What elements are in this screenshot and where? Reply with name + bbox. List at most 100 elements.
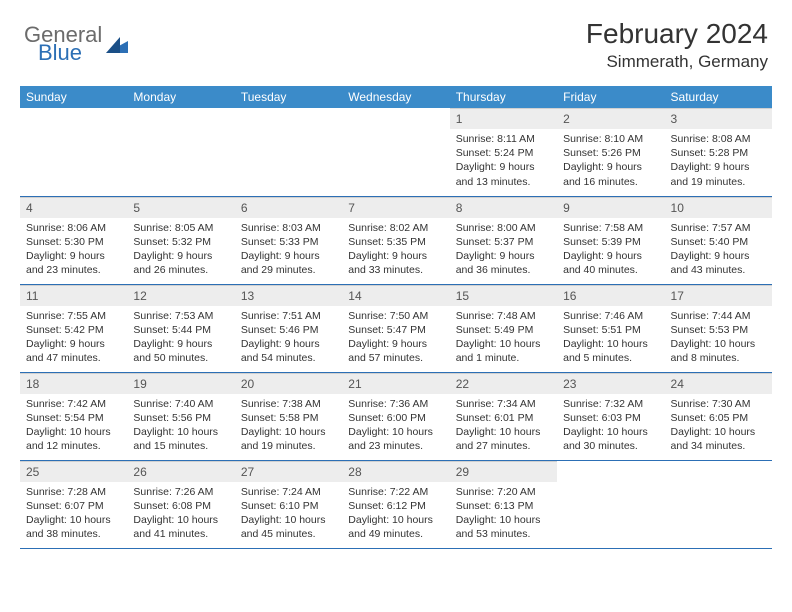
daylight: Daylight: 10 hours and 23 minutes. bbox=[348, 425, 443, 453]
daylight: Daylight: 10 hours and 30 minutes. bbox=[563, 425, 658, 453]
daylight: Daylight: 10 hours and 1 minute. bbox=[456, 337, 551, 365]
day-details: Sunrise: 8:11 AMSunset: 5:24 PMDaylight:… bbox=[450, 129, 557, 193]
title-block: February 2024 Simmerath, Germany bbox=[586, 18, 768, 72]
logo-mark-icon bbox=[106, 35, 128, 58]
calendar-cell bbox=[235, 108, 342, 196]
calendar-cell: 22Sunrise: 7:34 AMSunset: 6:01 PMDayligh… bbox=[450, 372, 557, 460]
day-details: Sunrise: 7:22 AMSunset: 6:12 PMDaylight:… bbox=[342, 482, 449, 546]
sunset: Sunset: 5:44 PM bbox=[133, 323, 228, 337]
calendar-cell bbox=[557, 460, 664, 548]
day-number: 25 bbox=[20, 461, 127, 482]
sunrise: Sunrise: 7:50 AM bbox=[348, 309, 443, 323]
calendar-cell: 18Sunrise: 7:42 AMSunset: 5:54 PMDayligh… bbox=[20, 372, 127, 460]
daylight: Daylight: 9 hours and 50 minutes. bbox=[133, 337, 228, 365]
day-details: Sunrise: 7:55 AMSunset: 5:42 PMDaylight:… bbox=[20, 306, 127, 370]
calendar-row: 11Sunrise: 7:55 AMSunset: 5:42 PMDayligh… bbox=[20, 284, 772, 372]
sunrise: Sunrise: 7:51 AM bbox=[241, 309, 336, 323]
sunrise: Sunrise: 7:46 AM bbox=[563, 309, 658, 323]
day-details: Sunrise: 7:32 AMSunset: 6:03 PMDaylight:… bbox=[557, 394, 664, 458]
sunrise: Sunrise: 8:08 AM bbox=[671, 132, 766, 146]
calendar-cell: 2Sunrise: 8:10 AMSunset: 5:26 PMDaylight… bbox=[557, 108, 664, 196]
sunrise: Sunrise: 7:57 AM bbox=[671, 221, 766, 235]
sunrise: Sunrise: 7:28 AM bbox=[26, 485, 121, 499]
calendar-cell: 14Sunrise: 7:50 AMSunset: 5:47 PMDayligh… bbox=[342, 284, 449, 372]
daylight: Daylight: 9 hours and 19 minutes. bbox=[671, 160, 766, 188]
daylight: Daylight: 9 hours and 43 minutes. bbox=[671, 249, 766, 277]
day-number: 4 bbox=[20, 197, 127, 218]
calendar-cell: 10 Sunrise: 7:57 AMSunset: 5:40 PMDayligh… bbox=[665, 196, 772, 284]
daylight: Daylight: 9 hours and 36 minutes. bbox=[456, 249, 551, 277]
calendar-cell bbox=[20, 108, 127, 196]
sunrise: Sunrise: 7:42 AM bbox=[26, 397, 121, 411]
day-number: 18 bbox=[20, 373, 127, 394]
day-details: Sunrise: 7:58 AMSunset: 5:39 PMDaylight:… bbox=[557, 218, 664, 282]
month-title: February 2024 bbox=[586, 18, 768, 50]
daylight: Daylight: 9 hours and 33 minutes. bbox=[348, 249, 443, 277]
daylight: Daylight: 9 hours and 26 minutes. bbox=[133, 249, 228, 277]
daylight: Daylight: 10 hours and 15 minutes. bbox=[133, 425, 228, 453]
day-number: 13 bbox=[235, 285, 342, 306]
col-saturday: Saturday bbox=[665, 86, 772, 108]
sunset: Sunset: 6:01 PM bbox=[456, 411, 551, 425]
day-details: Sunrise: 7:26 AMSunset: 6:08 PMDaylight:… bbox=[127, 482, 234, 546]
calendar-cell: 9Sunrise: 7:58 AMSunset: 5:39 PMDaylight… bbox=[557, 196, 664, 284]
col-sunday: Sunday bbox=[20, 86, 127, 108]
logo-text-blue: Blue bbox=[38, 42, 102, 64]
calendar-cell: 17Sunrise: 7:44 AMSunset: 5:53 PMDayligh… bbox=[665, 284, 772, 372]
sunset: Sunset: 6:10 PM bbox=[241, 499, 336, 513]
calendar-cell: 15Sunrise: 7:48 AMSunset: 5:49 PMDayligh… bbox=[450, 284, 557, 372]
day-number: 17 bbox=[665, 285, 772, 306]
col-tuesday: Tuesday bbox=[235, 86, 342, 108]
sunrise: Sunrise: 8:00 AM bbox=[456, 221, 551, 235]
day-number: 12 bbox=[127, 285, 234, 306]
calendar-cell: 16Sunrise: 7:46 AMSunset: 5:51 PMDayligh… bbox=[557, 284, 664, 372]
day-number: 10 bbox=[665, 197, 772, 218]
daylight: Daylight: 9 hours and 57 minutes. bbox=[348, 337, 443, 365]
day-details: Sunrise: 8:02 AMSunset: 5:35 PMDaylight:… bbox=[342, 218, 449, 282]
sunset: Sunset: 6:07 PM bbox=[26, 499, 121, 513]
sunset: Sunset: 5:46 PM bbox=[241, 323, 336, 337]
day-details: Sunrise: 8:08 AMSunset: 5:28 PMDaylight:… bbox=[665, 129, 772, 193]
calendar-cell: 25Sunrise: 7:28 AMSunset: 6:07 PMDayligh… bbox=[20, 460, 127, 548]
daylight: Daylight: 10 hours and 38 minutes. bbox=[26, 513, 121, 541]
sunset: Sunset: 6:00 PM bbox=[348, 411, 443, 425]
day-details: Sunrise: 7:42 AMSunset: 5:54 PMDaylight:… bbox=[20, 394, 127, 458]
calendar-cell: 7Sunrise: 8:02 AMSunset: 5:35 PMDaylight… bbox=[342, 196, 449, 284]
sunset: Sunset: 5:56 PM bbox=[133, 411, 228, 425]
calendar-row: 25Sunrise: 7:28 AMSunset: 6:07 PMDayligh… bbox=[20, 460, 772, 548]
calendar-cell: 5Sunrise: 8:05 AMSunset: 5:32 PMDaylight… bbox=[127, 196, 234, 284]
sunset: Sunset: 6:13 PM bbox=[456, 499, 551, 513]
sunrise: Sunrise: 8:06 AM bbox=[26, 221, 121, 235]
calendar-cell bbox=[127, 108, 234, 196]
col-friday: Friday bbox=[557, 86, 664, 108]
calendar-cell: 19Sunrise: 7:40 AMSunset: 5:56 PMDayligh… bbox=[127, 372, 234, 460]
sunrise: Sunrise: 7:20 AM bbox=[456, 485, 551, 499]
day-details: Sunrise: 7:50 AMSunset: 5:47 PMDaylight:… bbox=[342, 306, 449, 370]
calendar-cell: 12Sunrise: 7:53 AMSunset: 5:44 PMDayligh… bbox=[127, 284, 234, 372]
calendar-header-row: Sunday Monday Tuesday Wednesday Thursday… bbox=[20, 86, 772, 108]
sunset: Sunset: 6:03 PM bbox=[563, 411, 658, 425]
day-number: 8 bbox=[450, 197, 557, 218]
day-number: 21 bbox=[342, 373, 449, 394]
day-details: Sunrise: 7:30 AMSunset: 6:05 PMDaylight:… bbox=[665, 394, 772, 458]
calendar-table: Sunday Monday Tuesday Wednesday Thursday… bbox=[20, 86, 772, 549]
day-number: 14 bbox=[342, 285, 449, 306]
calendar-row: 18Sunrise: 7:42 AMSunset: 5:54 PMDayligh… bbox=[20, 372, 772, 460]
day-details: Sunrise: 7:28 AMSunset: 6:07 PMDaylight:… bbox=[20, 482, 127, 546]
daylight: Daylight: 10 hours and 41 minutes. bbox=[133, 513, 228, 541]
day-number: 6 bbox=[235, 197, 342, 218]
daylight: Daylight: 10 hours and 8 minutes. bbox=[671, 337, 766, 365]
daylight: Daylight: 9 hours and 16 minutes. bbox=[563, 160, 658, 188]
sunset: Sunset: 5:30 PM bbox=[26, 235, 121, 249]
day-details: Sunrise: 8:05 AMSunset: 5:32 PMDaylight:… bbox=[127, 218, 234, 282]
calendar-body: 1Sunrise: 8:11 AMSunset: 5:24 PMDaylight… bbox=[20, 108, 772, 548]
col-monday: Monday bbox=[127, 86, 234, 108]
col-wednesday: Wednesday bbox=[342, 86, 449, 108]
calendar-cell: 23Sunrise: 7:32 AMSunset: 6:03 PMDayligh… bbox=[557, 372, 664, 460]
calendar-cell: 28Sunrise: 7:22 AMSunset: 6:12 PMDayligh… bbox=[342, 460, 449, 548]
day-number: 7 bbox=[342, 197, 449, 218]
sunrise: Sunrise: 7:55 AM bbox=[26, 309, 121, 323]
sunset: Sunset: 5:40 PM bbox=[671, 235, 766, 249]
day-details: Sunrise: 7:34 AMSunset: 6:01 PMDaylight:… bbox=[450, 394, 557, 458]
day-details: Sunrise: 8:10 AMSunset: 5:26 PMDaylight:… bbox=[557, 129, 664, 193]
